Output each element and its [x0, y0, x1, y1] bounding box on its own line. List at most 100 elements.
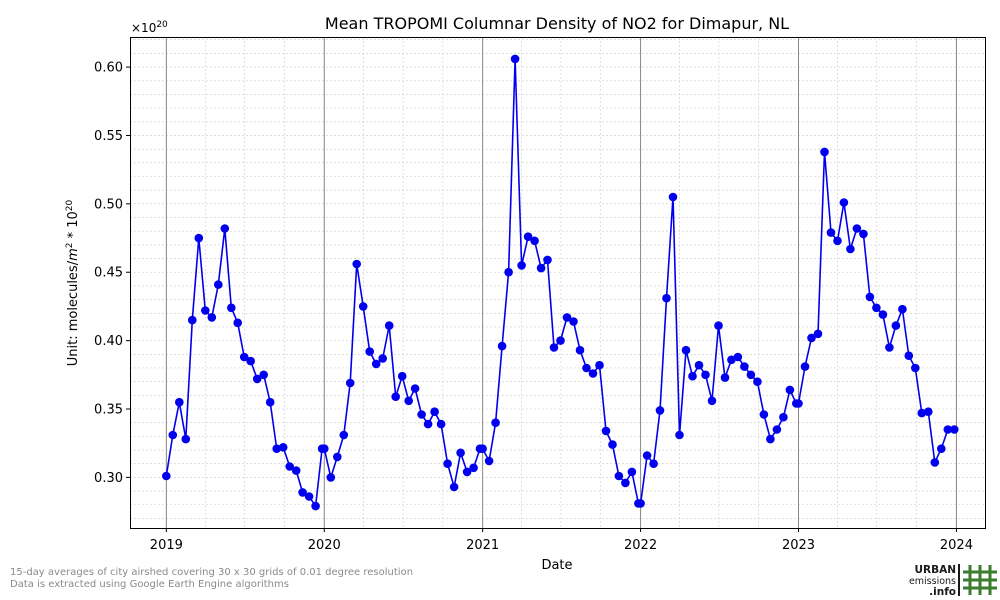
- data-point: [285, 462, 295, 471]
- logo-divider: [958, 564, 960, 596]
- data-point: [214, 280, 223, 289]
- data-point: [621, 478, 630, 488]
- data-point: [304, 492, 314, 501]
- data-point: [207, 313, 217, 322]
- data-point: [924, 407, 933, 417]
- data-point: [462, 467, 472, 477]
- data-point: [194, 233, 204, 243]
- data-point: [681, 345, 691, 355]
- data-point: [740, 362, 749, 371]
- plot-frame: [130, 37, 986, 529]
- data-point: [449, 482, 459, 492]
- footnote-averages: 15-day averages of city airshed covering…: [10, 567, 414, 578]
- x-tick-label: 2019: [150, 538, 183, 553]
- y-label-exp: 20: [65, 199, 75, 211]
- data-point: [707, 396, 717, 406]
- data-point: [911, 363, 920, 373]
- data-points: [162, 54, 959, 511]
- data-point: [839, 198, 849, 207]
- data-point: [391, 392, 401, 402]
- data-point: [642, 451, 652, 460]
- chart-title: Mean TROPOMI Columnar Density of NO2 for…: [325, 14, 789, 33]
- logo-line-1: URBAN: [914, 564, 956, 576]
- data-point: [872, 303, 881, 313]
- y-label-prefix: Unit: molecules/: [66, 260, 81, 366]
- data-point: [181, 434, 191, 444]
- data-point: [252, 374, 262, 384]
- data-point: [746, 370, 756, 380]
- y-tick-label: 0.35: [94, 403, 123, 418]
- data-point: [265, 397, 275, 407]
- y-label-sq: 2: [65, 243, 75, 249]
- data-point: [950, 425, 959, 434]
- x-tick-label: 2021: [466, 538, 499, 553]
- data-point: [917, 408, 927, 418]
- data-point: [272, 444, 282, 454]
- data-point: [404, 396, 414, 406]
- logo-line-3: .info: [929, 586, 956, 598]
- data-point: [865, 292, 875, 302]
- data-point: [569, 317, 578, 326]
- data-point: [371, 359, 381, 369]
- data-point: [456, 448, 465, 458]
- data-point: [627, 467, 637, 477]
- x-tick-label: 2022: [624, 538, 657, 553]
- data-point: [675, 430, 684, 440]
- data-point: [333, 452, 342, 462]
- data-point: [813, 329, 823, 339]
- y-label-mid: * 10: [66, 211, 81, 242]
- data-point: [878, 310, 888, 319]
- data-point: [595, 360, 604, 370]
- data-point: [365, 347, 375, 356]
- data-point: [484, 456, 494, 466]
- data-point: [636, 499, 645, 508]
- data-point: [311, 501, 320, 511]
- data-point: [733, 352, 743, 362]
- data-point: [320, 444, 329, 454]
- data-point: [384, 321, 394, 330]
- y-tick-label: 0.60: [94, 61, 123, 76]
- data-point: [443, 459, 452, 469]
- y-axis-ticks: 0.30 0.35 0.40 0.45 0.50 0.55 0.60: [94, 61, 130, 486]
- data-point: [766, 434, 775, 444]
- data-point: [345, 378, 355, 388]
- data-point: [727, 355, 736, 365]
- data-point: [543, 255, 552, 265]
- x-axis-ticks: 2019 2020 2021 2022 2023 2024: [150, 528, 973, 553]
- data-point: [668, 192, 678, 202]
- logo-grid-icon: [963, 565, 997, 595]
- data-point: [833, 236, 842, 246]
- data-point: [168, 430, 178, 440]
- y-scale-multiplier: ×1020: [131, 20, 168, 35]
- data-point: [491, 418, 500, 428]
- data-point: [562, 313, 572, 322]
- y-tick-label: 0.40: [94, 334, 123, 349]
- data-point: [536, 263, 546, 273]
- data-point: [826, 228, 836, 237]
- data-point: [614, 471, 624, 481]
- data-point: [688, 371, 697, 381]
- data-point: [794, 399, 803, 408]
- data-point: [720, 373, 730, 382]
- data-point: [649, 459, 658, 469]
- data-point: [504, 267, 513, 277]
- data-point: [891, 321, 901, 330]
- data-point: [846, 244, 855, 254]
- data-point: [759, 410, 769, 419]
- data-point: [852, 224, 862, 233]
- data-point: [807, 333, 816, 343]
- data-point: [523, 232, 533, 241]
- data-point: [239, 352, 249, 362]
- data-point: [772, 425, 782, 434]
- data-point: [358, 302, 368, 311]
- data-point: [694, 360, 704, 370]
- y-scale-base: ×10: [131, 21, 156, 35]
- data-point: [859, 229, 868, 239]
- data-point: [162, 471, 171, 481]
- data-point: [436, 419, 446, 429]
- data-point: [800, 362, 810, 371]
- data-point: [943, 425, 953, 434]
- data-point: [510, 54, 520, 64]
- data-point: [478, 444, 487, 454]
- data-point: [714, 321, 723, 330]
